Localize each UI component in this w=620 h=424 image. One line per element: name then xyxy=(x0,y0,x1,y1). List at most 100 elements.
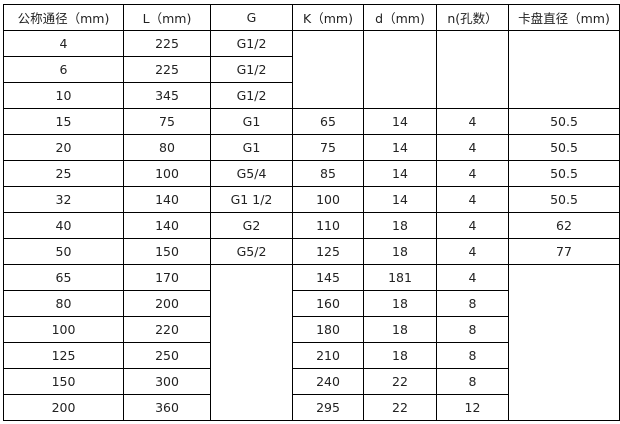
cell-l: 200 xyxy=(123,290,211,317)
cell-g: G1 xyxy=(210,134,293,161)
cell-chuck-diameter: 62 xyxy=(508,212,620,239)
cell-nominal-diameter: 200 xyxy=(3,394,124,421)
cell-k: 160 xyxy=(292,290,364,317)
table-row: 20 80 G1 75 14 4 50.5 xyxy=(3,134,620,161)
cell-chuck-diameter: 50.5 xyxy=(508,108,620,135)
cell-l: 345 xyxy=(123,82,211,109)
cell-l: 220 xyxy=(123,316,211,343)
cell-g: G1 1/2 xyxy=(210,186,293,213)
header-k: K（mm) xyxy=(292,4,364,31)
cell-g: G1/2 xyxy=(210,56,293,83)
cell-nominal-diameter: 65 xyxy=(3,264,124,291)
cell-n: 8 xyxy=(436,316,509,343)
cell-k: 295 xyxy=(292,394,364,421)
cell-l: 250 xyxy=(123,342,211,369)
cell-g: G5/4 xyxy=(210,160,293,187)
table-row: 6 225 G1/2 xyxy=(3,56,620,83)
table-row: 200 360 295 22 12 xyxy=(3,394,620,421)
cell-nominal-diameter: 125 xyxy=(3,342,124,369)
cell-l: 75 xyxy=(123,108,211,135)
table-row: 25 100 G5/4 85 14 4 50.5 xyxy=(3,160,620,187)
cell-chuck-diameter: 50.5 xyxy=(508,186,620,213)
header-g: G xyxy=(210,4,293,31)
cell-d: 181 xyxy=(363,264,437,291)
cell-k: 125 xyxy=(292,238,364,265)
cell-k: 145 xyxy=(292,264,364,291)
cell-l: 300 xyxy=(123,368,211,395)
cell-l: 225 xyxy=(123,30,211,57)
cell-nominal-diameter: 20 xyxy=(3,134,124,161)
cell-nominal-diameter: 10 xyxy=(3,82,124,109)
cell-d: 18 xyxy=(363,290,437,317)
cell-n-empty-merged xyxy=(436,30,509,109)
header-n: n(孔数） xyxy=(436,4,509,31)
cell-n: 4 xyxy=(436,238,509,265)
cell-nominal-diameter: 150 xyxy=(3,368,124,395)
cell-g: G2 xyxy=(210,212,293,239)
cell-l: 140 xyxy=(123,186,211,213)
cell-l: 360 xyxy=(123,394,211,421)
cell-g: G5/2 xyxy=(210,238,293,265)
cell-nominal-diameter: 32 xyxy=(3,186,124,213)
header-chuck-diameter: 卡盘直径（mm) xyxy=(508,4,620,31)
cell-chuck-empty-merged xyxy=(508,264,620,421)
cell-k: 180 xyxy=(292,316,364,343)
cell-d: 22 xyxy=(363,394,437,421)
table-row: 32 140 G1 1/2 100 14 4 50.5 xyxy=(3,186,620,213)
cell-n: 4 xyxy=(436,264,509,291)
cell-chuck-empty-merged xyxy=(508,30,620,109)
cell-chuck-diameter: 50.5 xyxy=(508,160,620,187)
table-row: 50 150 G5/2 125 18 4 77 xyxy=(3,238,620,265)
cell-d: 22 xyxy=(363,368,437,395)
table-row: 150 300 240 22 8 xyxy=(3,368,620,395)
cell-d-empty-merged xyxy=(363,30,437,109)
table-row: 125 250 210 18 8 xyxy=(3,342,620,369)
cell-l: 80 xyxy=(123,134,211,161)
cell-nominal-diameter: 50 xyxy=(3,238,124,265)
cell-k: 75 xyxy=(292,134,364,161)
cell-n: 4 xyxy=(436,212,509,239)
cell-k: 65 xyxy=(292,108,364,135)
cell-n: 4 xyxy=(436,186,509,213)
cell-l: 140 xyxy=(123,212,211,239)
cell-nominal-diameter: 80 xyxy=(3,290,124,317)
cell-n: 8 xyxy=(436,342,509,369)
header-nominal-diameter: 公称通径（mm) xyxy=(3,4,124,31)
cell-n: 4 xyxy=(436,134,509,161)
cell-l: 150 xyxy=(123,238,211,265)
cell-l: 225 xyxy=(123,56,211,83)
cell-nominal-diameter: 40 xyxy=(3,212,124,239)
header-row: 公称通径（mm) L（mm) G K（mm) d（mm) n(孔数） 卡盘直径（… xyxy=(3,4,620,31)
table-row: 4 225 G1/2 xyxy=(3,30,620,109)
cell-d: 14 xyxy=(363,108,437,135)
cell-k: 85 xyxy=(292,160,364,187)
cell-d: 14 xyxy=(363,160,437,187)
header-l: L（mm) xyxy=(123,4,211,31)
cell-l: 170 xyxy=(123,264,211,291)
cell-g: G1/2 xyxy=(210,82,293,109)
cell-nominal-diameter: 15 xyxy=(3,108,124,135)
cell-k: 110 xyxy=(292,212,364,239)
cell-k: 240 xyxy=(292,368,364,395)
cell-n: 8 xyxy=(436,368,509,395)
cell-d: 18 xyxy=(363,316,437,343)
cell-nominal-diameter: 25 xyxy=(3,160,124,187)
cell-n: 12 xyxy=(436,394,509,421)
table-row: 15 75 G1 65 14 4 50.5 xyxy=(3,108,620,135)
cell-d: 14 xyxy=(363,186,437,213)
cell-g: G1 xyxy=(210,108,293,135)
cell-d: 18 xyxy=(363,342,437,369)
cell-d: 18 xyxy=(363,238,437,265)
cell-k: 100 xyxy=(292,186,364,213)
table-row: 80 200 160 18 8 xyxy=(3,290,620,317)
cell-g: G1/2 xyxy=(210,30,293,57)
cell-d: 18 xyxy=(363,212,437,239)
cell-n: 4 xyxy=(436,160,509,187)
cell-d: 14 xyxy=(363,134,437,161)
cell-nominal-diameter: 100 xyxy=(3,316,124,343)
table-row: 65 170 145 181 4 xyxy=(3,264,620,421)
cell-nominal-diameter: 6 xyxy=(3,56,124,83)
cell-k: 210 xyxy=(292,342,364,369)
table-row: 40 140 G2 110 18 4 62 xyxy=(3,212,620,239)
cell-chuck-diameter: 50.5 xyxy=(508,134,620,161)
